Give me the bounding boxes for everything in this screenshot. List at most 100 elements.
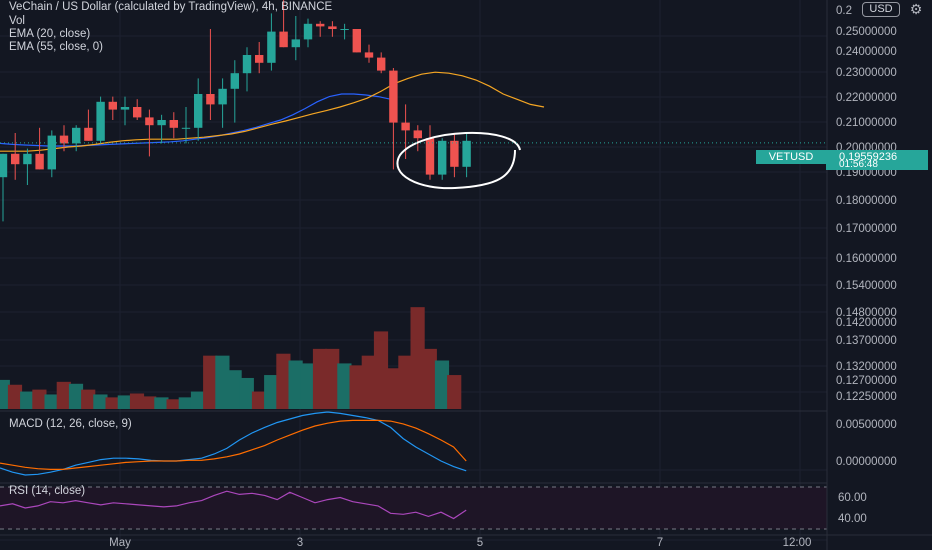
price-tick-label: 0.23000000 bbox=[836, 67, 897, 79]
volume-bar bbox=[117, 395, 132, 409]
time-tick-label: 3 bbox=[297, 537, 303, 549]
candle-body bbox=[59, 135, 69, 144]
candle-body bbox=[316, 23, 325, 27]
price-tick-label: 0.13200000 bbox=[836, 361, 897, 373]
candle-body bbox=[401, 122, 410, 131]
volume-bar bbox=[325, 348, 340, 409]
price-tick-label: 0.24000000 bbox=[836, 46, 897, 58]
volume-bar bbox=[81, 389, 96, 409]
macd-pane bbox=[0, 411, 467, 476]
currency-button[interactable]: USD bbox=[862, 2, 900, 17]
volume-bar bbox=[373, 331, 389, 409]
volume-bar bbox=[251, 391, 267, 409]
candle-body bbox=[389, 70, 398, 123]
candle-body bbox=[303, 23, 313, 40]
volume-bar bbox=[20, 391, 35, 409]
candle-body bbox=[96, 101, 105, 141]
volume-bar bbox=[166, 399, 181, 409]
volume-bar bbox=[361, 355, 376, 409]
volume-bar bbox=[434, 360, 450, 409]
ema20-line bbox=[0, 71, 545, 152]
volume-bar bbox=[0, 379, 10, 409]
candle-body bbox=[438, 140, 447, 175]
ema55-group bbox=[0, 93, 391, 147]
price-tick-label: 0.22000000 bbox=[836, 92, 897, 104]
candle-body bbox=[218, 88, 227, 105]
candle-body bbox=[47, 135, 56, 170]
volume-bar bbox=[288, 360, 303, 409]
volume-bars bbox=[0, 307, 462, 409]
volume-bar bbox=[203, 355, 218, 409]
candle-body bbox=[35, 153, 44, 170]
candle-body bbox=[267, 31, 276, 63]
candle-body bbox=[340, 29, 349, 30]
volume-bar bbox=[398, 355, 413, 409]
price-tick-label: 0.14800000 bbox=[836, 307, 897, 319]
volume-bar bbox=[239, 377, 254, 409]
time-tick-label: May bbox=[109, 537, 131, 549]
price-tick-label: 0.16000000 bbox=[836, 253, 897, 265]
legend-ema55: EMA (55, close, 0) bbox=[9, 41, 103, 53]
rsi-pane bbox=[0, 486, 827, 530]
candle-body bbox=[0, 153, 8, 178]
price-tick-label: 0.25000000 bbox=[836, 26, 897, 38]
volume-bar bbox=[154, 397, 169, 409]
legend-vol: Vol bbox=[9, 15, 25, 27]
volume-bar bbox=[93, 394, 108, 409]
candle-body bbox=[450, 140, 459, 167]
candle-body bbox=[462, 140, 471, 167]
volume-bar bbox=[337, 363, 352, 409]
time-tick-label: 12:00 bbox=[783, 537, 812, 549]
price-tick-label: 0.17000000 bbox=[836, 223, 897, 235]
time-tick-label: 5 bbox=[477, 537, 483, 549]
volume-bar bbox=[215, 355, 230, 409]
candle-body bbox=[352, 29, 361, 53]
price-tick-label: 0.14200000 bbox=[836, 317, 897, 329]
volume-bar bbox=[410, 307, 425, 409]
signal-line bbox=[0, 419, 467, 470]
volume-bar bbox=[227, 370, 242, 409]
price-tick-label: 0.15400000 bbox=[836, 280, 897, 292]
macd-tick-label: 0.00000000 bbox=[836, 456, 897, 468]
candle-body bbox=[206, 94, 215, 105]
candle-body bbox=[181, 127, 191, 129]
volume-bar bbox=[142, 396, 157, 409]
price-tick-label: 0.12700000 bbox=[836, 375, 897, 387]
candles bbox=[0, 0, 471, 222]
candle-body bbox=[157, 120, 166, 126]
time-tick-label: 7 bbox=[657, 537, 663, 549]
price-tick-label: 0.12250000 bbox=[836, 391, 897, 403]
candle-body bbox=[84, 127, 93, 141]
candle-body bbox=[23, 153, 32, 165]
candle-body bbox=[328, 26, 337, 29]
rsi-tick-label: 60.00 bbox=[838, 492, 867, 504]
bar-countdown: 01:56:48 bbox=[839, 159, 878, 170]
price-label: 0.19559236 01:56:48 bbox=[826, 150, 928, 170]
price-tick-label: 0.18000000 bbox=[836, 195, 897, 207]
volume-bar bbox=[276, 353, 291, 409]
last-price-tag: VETUSD 0.19559236 01:56:48 bbox=[756, 150, 928, 170]
price-tick-label: 0.13700000 bbox=[836, 335, 897, 347]
volume-bar bbox=[56, 381, 71, 409]
symbol-label: VETUSD bbox=[756, 150, 826, 164]
volume-bar bbox=[7, 384, 23, 409]
volume-bar bbox=[178, 397, 193, 409]
price-tick-label: 0.21000000 bbox=[836, 117, 897, 129]
candle-body bbox=[413, 130, 422, 139]
chart-title: VeChain / US Dollar (calculated by Tradi… bbox=[9, 1, 333, 13]
legend-ema20: EMA (20, close) bbox=[9, 28, 91, 40]
volume-bar bbox=[447, 375, 462, 409]
rsi-band bbox=[0, 487, 827, 529]
gear-icon[interactable]: ⚙ bbox=[909, 1, 923, 17]
candle-body bbox=[377, 57, 386, 71]
macd-tick-label: 0.00500000 bbox=[836, 419, 897, 431]
rsi-line bbox=[0, 490, 467, 520]
volume-bar bbox=[349, 365, 364, 409]
volume-bar bbox=[190, 391, 206, 409]
last-price: 0.19559236 bbox=[839, 151, 898, 163]
volume-bar bbox=[44, 394, 59, 409]
candle-body bbox=[230, 73, 239, 89]
candle-body bbox=[291, 39, 300, 48]
